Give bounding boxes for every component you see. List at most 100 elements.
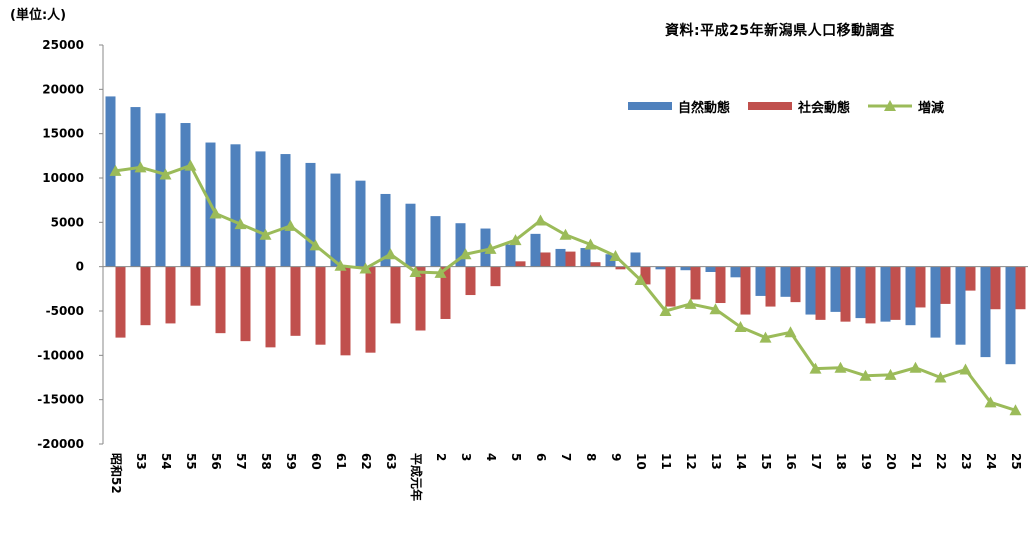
bar-social: [265, 266, 276, 348]
bar-social: [1015, 266, 1026, 310]
marker-change: [309, 239, 322, 251]
x-tick-label: 15: [759, 453, 773, 470]
marker-change: [559, 228, 572, 240]
y-tick-label: -5000: [46, 304, 84, 318]
bar-social: [715, 266, 726, 304]
x-tick-label: 61: [334, 453, 348, 470]
marker-change: [959, 363, 972, 375]
x-tick-label: 53: [134, 453, 148, 470]
bar-social: [840, 266, 851, 322]
bar-natural: [605, 254, 616, 267]
x-tick-label: 8: [584, 453, 598, 461]
bar-social: [690, 266, 701, 300]
bar-natural: [255, 151, 266, 267]
y-tick-label: 20000: [42, 82, 84, 96]
bar-social: [415, 266, 426, 331]
bar-natural: [455, 223, 466, 267]
marker-change: [809, 362, 822, 374]
x-tick-label: 60: [309, 453, 323, 470]
bar-natural: [505, 244, 516, 267]
bar-natural: [230, 144, 241, 267]
marker-change: [234, 218, 247, 230]
bar-natural: [355, 180, 366, 267]
bar-social: [815, 266, 826, 320]
bar-social: [465, 266, 476, 296]
bar-social: [490, 266, 501, 287]
y-tick-label: 10000: [42, 171, 84, 185]
bar-natural: [130, 107, 141, 267]
bar-social: [640, 266, 651, 285]
marker-change: [409, 265, 422, 277]
bar-natural: [680, 266, 691, 271]
bar-social: [790, 266, 801, 303]
x-tick-label: 63: [384, 453, 398, 470]
marker-change: [859, 369, 872, 381]
x-tick-label: 11: [659, 453, 673, 470]
x-tick-label: 58: [259, 453, 273, 470]
bar-natural: [905, 266, 916, 326]
bar-natural: [330, 173, 341, 267]
legend-swatch-social: [748, 102, 793, 110]
marker-change: [184, 159, 197, 171]
marker-change: [534, 214, 547, 226]
marker-change: [434, 266, 447, 278]
marker-change: [784, 326, 797, 338]
y-tick-label: 5000: [51, 215, 84, 229]
source-label: 資料:平成25年新潟県人口移動調査: [665, 23, 895, 39]
bar-social: [665, 266, 676, 307]
bar-natural: [780, 266, 791, 297]
bar-natural: [480, 228, 491, 267]
bar-social: [515, 261, 526, 267]
marker-change: [259, 228, 272, 240]
bar-social: [240, 266, 251, 342]
bar-social: [390, 266, 401, 324]
x-tick-label: 18: [834, 453, 848, 470]
bar-natural: [555, 248, 566, 267]
marker-change: [484, 242, 497, 254]
bar-social: [540, 252, 551, 267]
x-tick-label: 22: [934, 453, 948, 470]
bar-natural: [530, 233, 541, 267]
bar-social: [315, 266, 326, 345]
legend-swatch-change: [868, 100, 913, 111]
bar-natural: [980, 266, 991, 358]
x-tick-label: 62: [359, 453, 373, 470]
bar-social: [565, 251, 576, 267]
bar-natural: [205, 142, 216, 267]
bar-natural: [855, 266, 866, 319]
bar-social: [140, 266, 151, 326]
x-tick-label: 25: [1009, 453, 1023, 470]
marker-change: [384, 248, 397, 260]
bar-social: [590, 262, 601, 267]
bar-social: [340, 266, 351, 356]
x-tick-label: 23: [959, 453, 973, 470]
bar-social: [115, 266, 126, 338]
marker-change: [159, 168, 172, 180]
x-tick-label: 55: [184, 453, 198, 470]
marker-change: [609, 250, 622, 262]
bar-natural: [105, 96, 116, 267]
legend-label-change: 増減: [918, 100, 945, 116]
x-tick-label: 24: [984, 453, 998, 470]
bar-natural: [430, 216, 441, 267]
marker-change: [759, 331, 772, 343]
x-tick-label: 平成元年: [409, 453, 424, 501]
x-tick-label: 54: [159, 453, 173, 470]
x-tick-label: 10: [634, 453, 648, 470]
marker-change: [134, 161, 147, 173]
x-tick-label: 21: [909, 453, 923, 470]
marker-change: [984, 396, 997, 408]
marker-change: [284, 219, 297, 231]
x-tick-label: 57: [234, 453, 248, 470]
bar-natural: [705, 266, 716, 272]
marker-change: [684, 297, 697, 309]
x-tick-label: 7: [559, 453, 573, 461]
bar-natural: [655, 266, 666, 270]
y-tick-label: -10000: [37, 348, 84, 362]
bar-natural: [305, 162, 316, 267]
bar-social: [365, 266, 376, 353]
line-change: [115, 164, 1016, 412]
y-tick-label: -15000: [37, 393, 84, 407]
bar-social: [915, 266, 926, 308]
bar-natural: [405, 203, 416, 267]
